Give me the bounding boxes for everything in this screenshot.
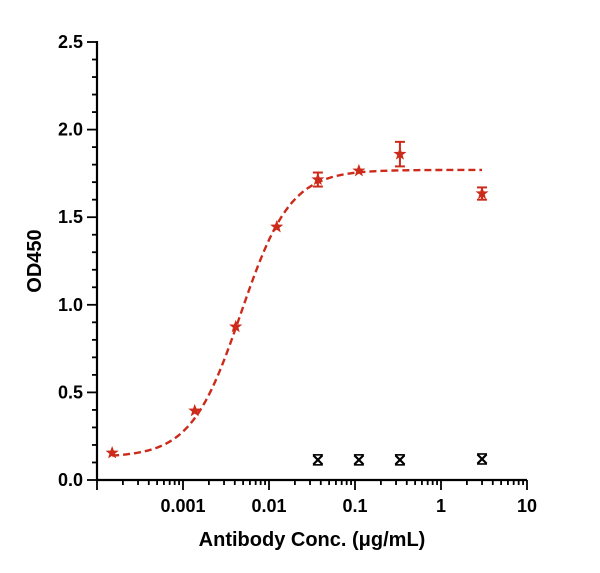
y-tick-label: 0.0 xyxy=(58,470,83,490)
data-point xyxy=(352,163,366,177)
x-tick-label: 0.001 xyxy=(160,496,205,516)
axes: 0.0 0.5 1.0 1.5 2.0 2.5 0.001 0.01 0.1 1 10 xyxy=(58,32,537,516)
data-point xyxy=(229,319,243,333)
y-axis-title: OD450 xyxy=(24,229,46,292)
y-tick-label: 1.0 xyxy=(58,295,83,315)
x-tick-label: 1 xyxy=(436,496,446,516)
x-marker-stroke xyxy=(476,453,488,465)
x-tick-label: 0.01 xyxy=(251,496,286,516)
data-point xyxy=(475,186,489,200)
x-axis-title: Antibody Conc. (μg/mL) xyxy=(199,529,426,551)
y-tick-label: 1.5 xyxy=(58,207,83,227)
x-marker-stroke xyxy=(312,454,324,466)
x-tick-label: 10 xyxy=(517,496,537,516)
data-point xyxy=(476,453,488,465)
data-point xyxy=(188,403,202,417)
fit-curves xyxy=(112,168,483,457)
x-marker-stroke xyxy=(353,454,365,466)
data-point xyxy=(312,454,324,466)
data-points xyxy=(105,140,489,466)
data-point xyxy=(393,147,407,160)
y-tick-label: 2.5 xyxy=(58,32,83,52)
fit-curve xyxy=(112,168,483,457)
x-tick-label: 0.1 xyxy=(342,496,367,516)
data-point xyxy=(105,445,119,459)
x-marker-stroke xyxy=(394,454,406,466)
data-point xyxy=(270,219,284,233)
y-tick-label: 0.5 xyxy=(58,382,83,402)
y-tick-label: 2.0 xyxy=(58,120,83,140)
data-point xyxy=(311,172,325,186)
data-point xyxy=(394,454,406,466)
data-point xyxy=(353,454,365,466)
